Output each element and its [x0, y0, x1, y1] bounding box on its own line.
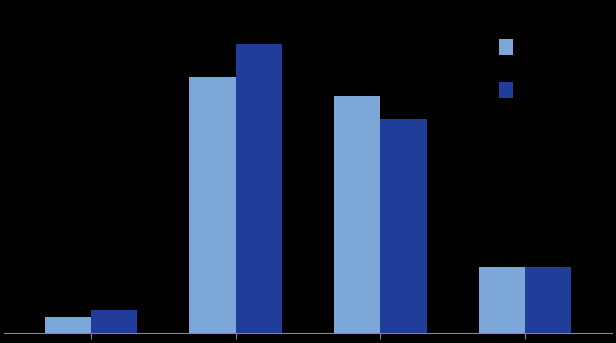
Bar	[45, 317, 91, 333]
Bar	[500, 39, 513, 55]
Bar	[500, 82, 513, 98]
Bar	[479, 268, 525, 333]
Bar	[334, 96, 380, 333]
Bar	[91, 310, 137, 333]
Bar	[380, 119, 427, 333]
Bar	[236, 44, 282, 333]
Bar	[525, 268, 571, 333]
Bar	[189, 76, 236, 333]
